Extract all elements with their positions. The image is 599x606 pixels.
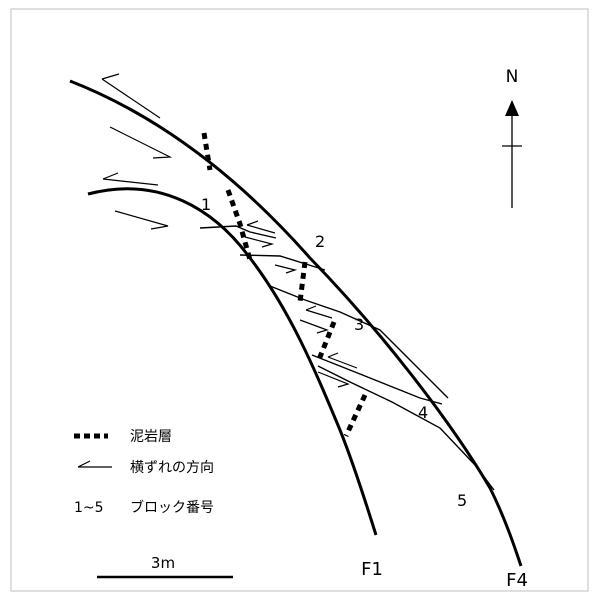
half-arrow-right bbox=[299, 319, 329, 334]
half-arrow-left bbox=[327, 352, 358, 369]
half-arrow-right bbox=[109, 126, 173, 159]
block-boundary-4-upper bbox=[311, 354, 443, 405]
legend-strike-slip-label: 横ずれの方向 bbox=[130, 460, 214, 476]
block-boundary-3-4 bbox=[269, 285, 449, 399]
block-boundary-4-5 bbox=[317, 365, 495, 491]
half-arrow-right bbox=[114, 210, 169, 230]
block-label-3: 3 bbox=[354, 315, 364, 334]
half-arrow-left bbox=[102, 172, 159, 186]
legend-half-arrow-icon bbox=[77, 460, 112, 468]
fault-label-f4: F4 bbox=[506, 570, 528, 591]
north-label: N bbox=[506, 67, 519, 87]
block-label-1: 1 bbox=[201, 195, 211, 214]
north-arrow bbox=[502, 100, 522, 208]
legend: 泥岩層 横ずれの方向 1~5 ブロック番号 bbox=[74, 429, 214, 516]
half-arrow-right bbox=[274, 264, 298, 274]
mudstone-layer bbox=[201, 132, 368, 438]
fault-f1-line bbox=[87, 187, 378, 536]
block-label-2: 2 bbox=[315, 232, 325, 251]
half-arrow-right bbox=[244, 236, 275, 248]
north-arrow-icon bbox=[505, 100, 519, 116]
block-boundary-2-3 bbox=[239, 254, 326, 271]
legend-block-range: 1~5 bbox=[74, 500, 104, 516]
half-arrow-left bbox=[305, 305, 333, 319]
half-arrow-right bbox=[317, 371, 350, 388]
half-arrow-left bbox=[246, 220, 276, 234]
figure-frame bbox=[10, 8, 589, 592]
legend-mudstone-label: 泥岩層 bbox=[130, 429, 172, 445]
strike-slip-arrows bbox=[101, 73, 358, 388]
block-label-4: 4 bbox=[418, 403, 428, 422]
legend-block-number-label: ブロック番号 bbox=[130, 499, 214, 516]
block-boundary-1-2 bbox=[199, 225, 277, 239]
fault-f4-line bbox=[69, 79, 523, 567]
fault-label-f1: F1 bbox=[361, 559, 383, 580]
block-label-5: 5 bbox=[457, 491, 467, 510]
half-arrow-left bbox=[101, 73, 161, 119]
scale-label: 3m bbox=[151, 554, 175, 572]
